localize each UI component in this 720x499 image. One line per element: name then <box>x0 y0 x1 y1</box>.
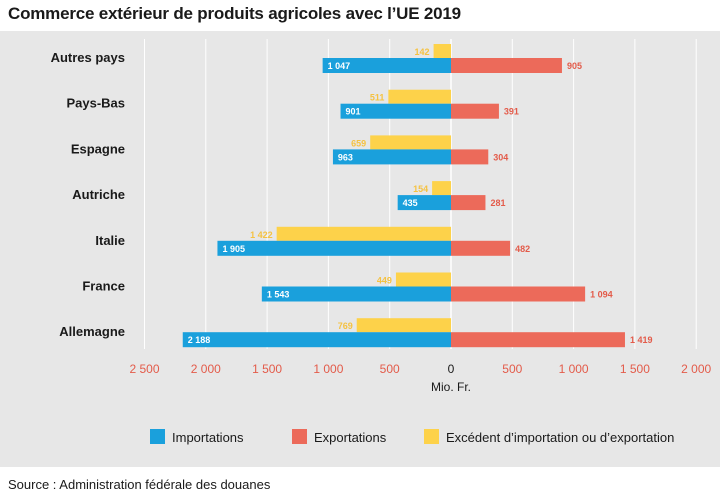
category-label: Espagne <box>71 141 125 156</box>
import-bar <box>182 332 451 348</box>
import-value-label: 901 <box>346 107 361 117</box>
x-tick-label: 500 <box>502 362 522 376</box>
surplus-value-label: 1 422 <box>250 230 273 240</box>
export-bar <box>451 195 486 211</box>
surplus-bar <box>276 226 451 241</box>
import-value-label: 1 047 <box>328 61 351 71</box>
x-tick-label: 1 500 <box>620 362 650 376</box>
x-tick-label: 2 000 <box>191 362 221 376</box>
import-bar <box>217 240 451 256</box>
surplus-bar <box>388 89 451 104</box>
import-bar <box>322 58 451 73</box>
x-tick-label: 1 500 <box>252 362 282 376</box>
import-bar <box>332 149 451 165</box>
x-tick-label: 1 000 <box>559 362 589 376</box>
bar-chart: 142 1 047 905 511 901 391 659 963 304 154 435 281 1 … <box>51 39 712 445</box>
export-bar <box>451 286 586 302</box>
category-label: Allemagne <box>59 324 125 339</box>
bars-group: 142 1 047 905 511 901 391 659 963 304 154 435 281 1 … <box>182 44 653 348</box>
category-label: Pays-Bas <box>66 96 125 111</box>
legend-swatch <box>150 429 165 444</box>
export-bar <box>451 58 562 73</box>
import-bar <box>261 286 451 302</box>
legend-label: Exportations <box>314 430 387 445</box>
x-axis-ticks: 2 500 2 000 1 500 1 000 500 0 500 1 000 1 500 2 0… <box>129 362 711 376</box>
export-value-label: 905 <box>567 61 582 71</box>
surplus-value-label: 449 <box>377 276 392 286</box>
category-labels: Autres pays Pays-Bas Espagne Autriche Italie… <box>51 50 125 339</box>
x-tick-label: 0 <box>448 362 455 376</box>
surplus-value-label: 142 <box>415 47 430 57</box>
export-bar <box>451 103 499 119</box>
surplus-value-label: 659 <box>351 138 366 148</box>
export-bar <box>451 240 511 256</box>
surplus-bar <box>395 272 451 287</box>
export-value-label: 304 <box>493 152 508 162</box>
surplus-value-label: 769 <box>338 321 353 331</box>
x-tick-label: 500 <box>380 362 400 376</box>
export-value-label: 1 419 <box>630 335 653 345</box>
surplus-value-label: 154 <box>413 184 428 194</box>
import-value-label: 1 543 <box>267 290 290 300</box>
legend-label: Excédent d’importation ou d’exportation <box>446 430 674 445</box>
surplus-bar <box>433 44 451 58</box>
import-value-label: 2 188 <box>188 335 211 345</box>
chart-panel: 142 1 047 905 511 901 391 659 963 304 154 435 281 1 … <box>0 31 720 467</box>
category-label: Autres pays <box>51 50 125 65</box>
export-value-label: 1 094 <box>590 290 613 300</box>
x-tick-label: 2 500 <box>129 362 159 376</box>
import-value-label: 435 <box>403 198 418 208</box>
legend-swatch <box>424 429 439 444</box>
export-value-label: 391 <box>504 107 519 117</box>
x-tick-label: 1 000 <box>313 362 343 376</box>
category-label: Italie <box>95 233 125 248</box>
import-value-label: 1 905 <box>222 244 245 254</box>
import-value-label: 963 <box>338 152 353 162</box>
import-bar <box>340 103 451 119</box>
legend-label: Importations <box>172 430 244 445</box>
source-note: Source : Administration fédérale des dou… <box>8 477 271 492</box>
export-bar <box>451 332 625 348</box>
category-label: Autriche <box>72 187 125 202</box>
surplus-bar <box>356 318 451 333</box>
legend: Importations Exportations Excédent d’impor… <box>150 429 674 445</box>
export-value-label: 482 <box>515 244 530 254</box>
export-bar <box>451 149 489 165</box>
legend-swatch <box>292 429 307 444</box>
surplus-bar <box>370 135 451 150</box>
surplus-bar <box>432 181 451 196</box>
category-label: France <box>82 279 125 294</box>
x-tick-label: 2 000 <box>681 362 711 376</box>
export-value-label: 281 <box>490 198 505 208</box>
chart-title: Commerce extérieur de produits agricoles… <box>8 4 461 23</box>
surplus-value-label: 511 <box>370 93 385 103</box>
import-bar <box>397 195 451 211</box>
x-axis-label: Mio. Fr. <box>431 380 471 394</box>
